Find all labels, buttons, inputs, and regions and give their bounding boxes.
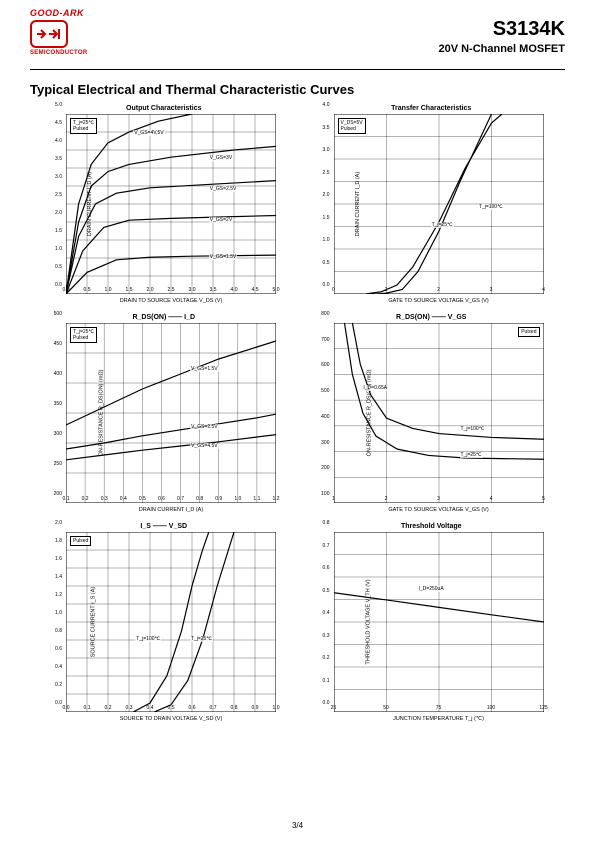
part-number: S3134K	[438, 18, 565, 41]
title-block: S3134K 20V N-Channel MOSFET	[438, 18, 565, 55]
chart-xlabel: GATE TO SOURCE VOLTAGE V_GS (V)	[334, 298, 544, 304]
chart-xlabel: SOURCE TO DRAIN VOLTAGE V_SD (V)	[66, 716, 276, 722]
condition-box: Pulsed	[518, 327, 539, 337]
page-number: 3/4	[0, 821, 595, 830]
chart-ylabel: ON-RESISTANCE R_DS(ON) (mΩ)	[98, 370, 104, 457]
chart-title: R_DS(ON) —— V_GS	[306, 314, 558, 321]
curve-label: T_j=25℃	[431, 222, 454, 228]
curve-label: V_GS=4V,5V	[133, 130, 164, 136]
curve-label: V_GS=2V	[209, 217, 233, 223]
chart-ylabel: ON-RESISTANCE R_DS(ON) (mΩ)	[366, 370, 372, 457]
chart-3: R_DS(ON) —— V_GS100200300400500600700800…	[306, 314, 558, 513]
chart-plot: DRAIN CURRENT I_D (A) V_DS=5VPulsed T_j=25…	[334, 114, 544, 294]
brand-name-top: GOOD-ARK	[30, 8, 87, 18]
condition-box: T_j=25℃Pulsed	[70, 118, 97, 134]
chart-plot: ON-RESISTANCE R_DS(ON) (mΩ) T_j=25℃Pulsed…	[66, 323, 276, 503]
chart-title: Output Characteristics	[38, 105, 290, 112]
chart-title: Transfer Characteristics	[306, 105, 558, 112]
chart-1: Transfer Characteristics0.00.51.01.52.02…	[306, 105, 558, 304]
chart-2: R_DS(ON) —— I_D2002503003504004505000.10…	[38, 314, 290, 513]
chart-xlabel: GATE TO SOURCE VOLTAGE V_GS (V)	[334, 507, 544, 513]
condition-box: T_j=25℃Pulsed	[70, 327, 97, 343]
chart-ylabel: SOURCE CURRENT I_S (A)	[90, 587, 96, 658]
brand-icon	[30, 20, 68, 48]
curve-label: T_j=25℃	[460, 452, 483, 458]
section-title: Typical Electrical and Thermal Character…	[30, 82, 565, 97]
chart-0: Output Characteristics0.00.51.01.52.02.5…	[38, 105, 290, 304]
chart-ylabel: THRESHOLD VOLTAGE V_TH (V)	[365, 579, 371, 664]
chart-xlabel: DRAIN CURRENT I_D (A)	[66, 507, 276, 513]
chart-plot: SOURCE CURRENT I_S (A) Pulsed T_j=100℃ T_j=…	[66, 532, 276, 712]
condition-box: V_DS=5VPulsed	[338, 118, 366, 134]
curve-label: T_j=100℃	[135, 636, 161, 642]
brand-logo: GOOD-ARK SEMICONDUCTOR	[30, 8, 87, 56]
chart-plot: DRAIN CURRENT I_D (A) T_j=25℃Pulsed V_GS=4…	[66, 114, 276, 294]
brand-name-bottom: SEMICONDUCTOR	[30, 50, 87, 56]
chart-ylabel: DRAIN CURRENT I_D (A)	[87, 172, 93, 236]
condition-box: Pulsed	[70, 536, 91, 546]
chart-title: R_DS(ON) —— I_D	[38, 314, 290, 321]
chart-xlabel: DRAIN TO SOURCE VOLTAGE V_DS (V)	[66, 298, 276, 304]
chart-title: I_S —— V_SD	[38, 523, 290, 530]
chart-title: Threshold Voltage	[306, 523, 558, 530]
curve-label: T_j=100℃	[478, 204, 504, 210]
curve-label: V_GS=2.5V	[209, 186, 238, 192]
part-subtitle: 20V N-Channel MOSFET	[438, 43, 565, 55]
curve-label: I_D=250uA	[418, 586, 445, 592]
curve-label: I_D=0.65A	[362, 385, 388, 391]
curve-label: V_GS=2.5V	[190, 424, 219, 430]
chart-ylabel: DRAIN CURRENT I_D (A)	[355, 172, 361, 236]
curve-label: V_GS=3V	[209, 155, 233, 161]
chart-plot: THRESHOLD VOLTAGE V_TH (V) I_D=250uA	[334, 532, 544, 712]
curve-label: V_GS=1.5V	[190, 366, 219, 372]
chart-4: I_S —— V_SD0.00.20.40.60.81.01.21.41.61.…	[38, 523, 290, 722]
curve-label: T_j=100℃	[460, 426, 486, 432]
curve-label: T_j=25℃	[190, 636, 213, 642]
chart-xlabel: JUNCTION TEMPERATURE T_j (℃)	[334, 716, 544, 722]
chart-5: Threshold Voltage0.00.10.20.30.40.50.60.…	[306, 523, 558, 722]
curve-label: V_GS=1.5V	[209, 254, 238, 260]
page-header: GOOD-ARK SEMICONDUCTOR S3134K 20V N-Chan…	[30, 0, 565, 70]
charts-grid: Output Characteristics0.00.51.01.52.02.5…	[38, 105, 557, 722]
curve-label: V_GS=4.5V	[190, 443, 219, 449]
chart-plot: ON-RESISTANCE R_DS(ON) (mΩ) Pulsed T_j=100…	[334, 323, 544, 503]
